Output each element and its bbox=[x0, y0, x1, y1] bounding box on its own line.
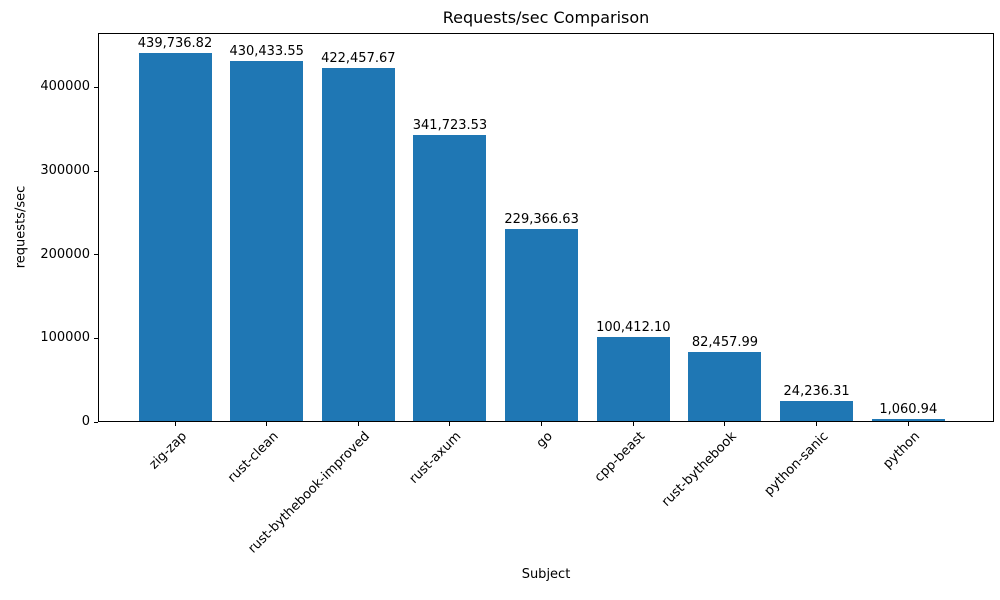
y-tick-mark bbox=[94, 337, 98, 339]
bar-value-label: 24,236.31 bbox=[783, 383, 850, 399]
x-tick-label-python-sanic: python-sanic bbox=[761, 429, 832, 499]
x-tick-mark bbox=[357, 422, 359, 426]
y-tick-label: 400000 bbox=[40, 79, 90, 95]
y-tick-label: 200000 bbox=[40, 246, 90, 262]
x-tick-label-python: python bbox=[880, 429, 923, 472]
bar-rust-bythebook bbox=[688, 352, 762, 421]
x-tick-label-rust-clean: rust-clean bbox=[224, 429, 282, 486]
bar-value-label: 1,060.94 bbox=[879, 402, 938, 417]
bar-python bbox=[871, 419, 945, 421]
y-tick-label: 100000 bbox=[40, 330, 90, 346]
x-tick-mark bbox=[907, 422, 909, 426]
plot-area bbox=[98, 33, 994, 422]
bar-cpp-beast bbox=[596, 337, 670, 421]
x-tick-mark bbox=[266, 422, 268, 426]
x-tick-mark bbox=[541, 422, 543, 426]
bar-value-label: 341,723.53 bbox=[412, 118, 488, 134]
x-tick-mark bbox=[724, 422, 726, 426]
y-tick-label: 300000 bbox=[40, 163, 90, 179]
y-tick-mark bbox=[94, 86, 98, 88]
bar-rust-bythebook-improved bbox=[321, 67, 395, 421]
y-tick-mark bbox=[94, 421, 98, 423]
x-tick-mark bbox=[816, 422, 818, 426]
y-tick-mark bbox=[94, 170, 98, 172]
bar-rust-clean bbox=[230, 60, 304, 421]
bar-go bbox=[505, 229, 579, 421]
bar-value-label: 439,736.82 bbox=[137, 36, 213, 52]
y-tick-label: 0 bbox=[81, 414, 90, 429]
x-tick-mark bbox=[632, 422, 634, 426]
bar-python-sanic bbox=[780, 400, 854, 421]
bar-value-label: 229,366.63 bbox=[504, 212, 579, 228]
y-axis-label: requests/sec bbox=[13, 185, 29, 269]
bar-rust-axum bbox=[413, 135, 487, 421]
x-tick-label-rust-axum: rust-axum bbox=[406, 429, 465, 487]
x-tick-mark bbox=[449, 422, 451, 426]
bar-zig-zap bbox=[138, 53, 212, 421]
y-tick-mark bbox=[94, 254, 98, 256]
x-tick-label-go: go bbox=[534, 429, 557, 452]
bar-value-label: 430,433.55 bbox=[229, 43, 304, 59]
x-axis-label: Subject bbox=[521, 567, 571, 582]
x-tick-label-rust-bythebook: rust-bythebook bbox=[658, 429, 740, 510]
bar-value-label: 100,412.10 bbox=[596, 319, 671, 335]
x-tick-label-cpp-beast: cpp-beast bbox=[591, 429, 648, 486]
chart-title: Requests/sec Comparison bbox=[442, 8, 650, 27]
x-tick-mark bbox=[174, 422, 176, 426]
bar-value-label: 422,457.67 bbox=[321, 50, 396, 66]
bar-value-label: 82,457.99 bbox=[691, 335, 759, 351]
x-tick-label-zig-zap: zig-zap bbox=[146, 429, 190, 473]
